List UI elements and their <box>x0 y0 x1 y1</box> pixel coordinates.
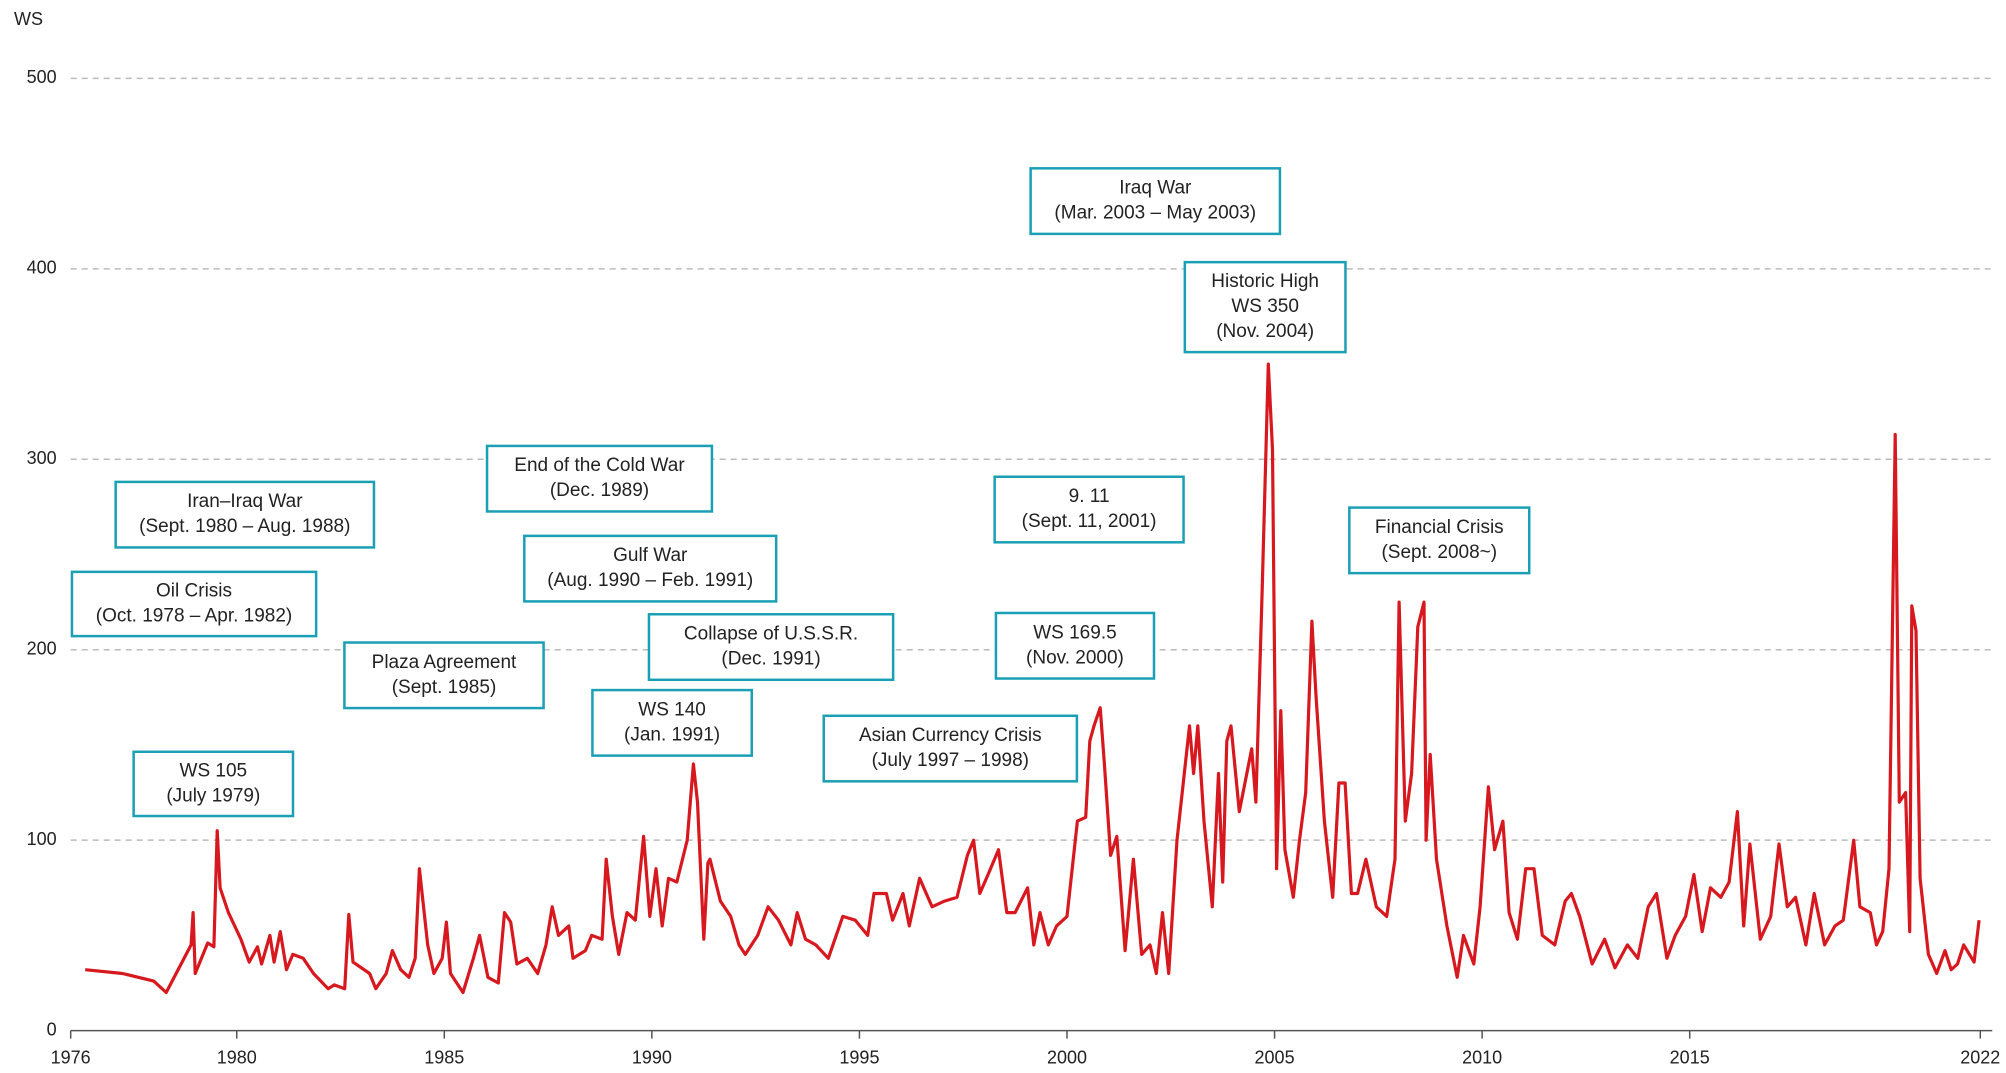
annotation-text: (Dec. 1989) <box>550 480 649 501</box>
annotation: Financial Crisis (Sept. 2008~) <box>1348 506 1531 575</box>
annotation-text: (Aug. 1990 – Feb. 1991) <box>547 570 753 591</box>
annotation-text: Iraq War <box>1119 178 1192 199</box>
annotation-box <box>591 688 754 757</box>
y-tick-label: 400 <box>27 258 57 278</box>
annotation-box <box>1348 506 1531 575</box>
annotation: WS 140 (Jan. 1991) <box>591 688 754 757</box>
annotation-text: Asian Currency Crisis <box>859 725 1042 746</box>
x-tick-label: 1985 <box>424 1047 464 1067</box>
y-tick-label: 100 <box>27 829 57 849</box>
annotation-text: WS 140 <box>638 699 706 720</box>
annotation-box <box>822 714 1079 783</box>
x-tick-label: 2022 <box>1960 1047 2000 1067</box>
annotation-text: Collapse of U.S.S.R. <box>684 624 858 645</box>
y-tick-label: 500 <box>27 67 57 87</box>
annotation-box <box>994 611 1156 680</box>
x-tick-label: 1990 <box>632 1047 672 1067</box>
annotation-box <box>114 480 376 549</box>
annotation-text: WS 350 <box>1231 296 1299 317</box>
annotation-text: (Sept. 11, 2001) <box>1022 511 1157 532</box>
annotation: Oil Crisis (Oct. 1978 – Apr. 1982) <box>70 570 318 638</box>
annotation-text: End of the Cold War <box>514 455 685 476</box>
x-tick-label: 2015 <box>1670 1047 1710 1067</box>
annotation-box <box>993 475 1185 544</box>
y-tick-label: 200 <box>27 638 57 658</box>
x-tick-label: 2000 <box>1047 1047 1087 1067</box>
annotation: WS 169.5 (Nov. 2000) <box>994 611 1156 680</box>
annotation-text: (Nov. 2004) <box>1216 321 1314 342</box>
annotation-text: (Mar. 2003 – May 2003) <box>1054 203 1256 224</box>
annotation-box <box>1183 260 1347 354</box>
x-tick-label: 1976 <box>51 1047 91 1067</box>
annotation-box <box>132 750 295 818</box>
annotation-text: (Jan. 1991) <box>624 724 720 745</box>
annotation-box <box>647 613 895 682</box>
annotation-text: Plaza Agreement <box>372 652 517 673</box>
annotation-box <box>1029 167 1282 236</box>
data-line <box>85 362 1981 995</box>
x-tick-label: 2005 <box>1255 1047 1295 1067</box>
annotation-text: (Dec. 1991) <box>721 649 820 670</box>
annotation: Gulf War (Aug. 1990 – Feb. 1991) <box>523 534 778 603</box>
annotation: End of the Cold War (Dec. 1989) <box>485 444 714 513</box>
annotation: Iraq War (Mar. 2003 – May 2003) <box>1029 167 1282 236</box>
x-tick-label: 1980 <box>217 1047 257 1067</box>
annotation: WS 105 (July 1979) <box>132 750 295 818</box>
annotation-text: Financial Crisis <box>1375 517 1504 538</box>
annotation-box <box>523 534 778 603</box>
annotation: Collapse of U.S.S.R. (Dec. 1991) <box>647 613 895 682</box>
annotation: Iran–Iraq War (Sept. 1980 – Aug. 1988) <box>114 480 376 549</box>
annotation-text: 9. 11 <box>1069 486 1110 507</box>
y-tick-label: 300 <box>27 448 57 468</box>
annotation-text: (Sept. 2008~) <box>1381 542 1497 563</box>
annotation-text: (July 1979) <box>166 785 260 806</box>
annotation-box <box>70 570 318 638</box>
annotation-text: Oil Crisis <box>156 581 232 602</box>
x-tick-label: 2010 <box>1462 1047 1502 1067</box>
annotation-box <box>343 641 545 710</box>
annotation-text: (July 1997 – 1998) <box>872 750 1029 771</box>
annotation: Asian Currency Crisis (July 1997 – 1998) <box>822 714 1079 783</box>
annotation-box <box>485 444 714 513</box>
annotation-text: Iran–Iraq War <box>187 491 303 512</box>
y-axis-label: WS <box>14 9 43 29</box>
y-tick-label: 0 <box>47 1019 57 1039</box>
annotation-text: (Nov. 2000) <box>1026 647 1124 668</box>
annotation-text: (Oct. 1978 – Apr. 1982) <box>96 606 292 627</box>
annotation-text: Gulf War <box>613 545 688 566</box>
x-tick-label: 1995 <box>839 1047 879 1067</box>
annotation-text: (Sept. 1985) <box>392 677 497 698</box>
annotation: 9. 11 (Sept. 11, 2001) <box>993 475 1185 544</box>
annotation: Historic High WS 350 (Nov. 2004) <box>1183 260 1347 354</box>
annotation-text: WS 105 <box>180 760 248 781</box>
annotation-text: Historic High <box>1211 271 1319 292</box>
annotation: Plaza Agreement (Sept. 1985) <box>343 641 545 710</box>
annotation-text: (Sept. 1980 – Aug. 1988) <box>139 516 350 537</box>
annotation-text: WS 169.5 <box>1033 622 1116 643</box>
